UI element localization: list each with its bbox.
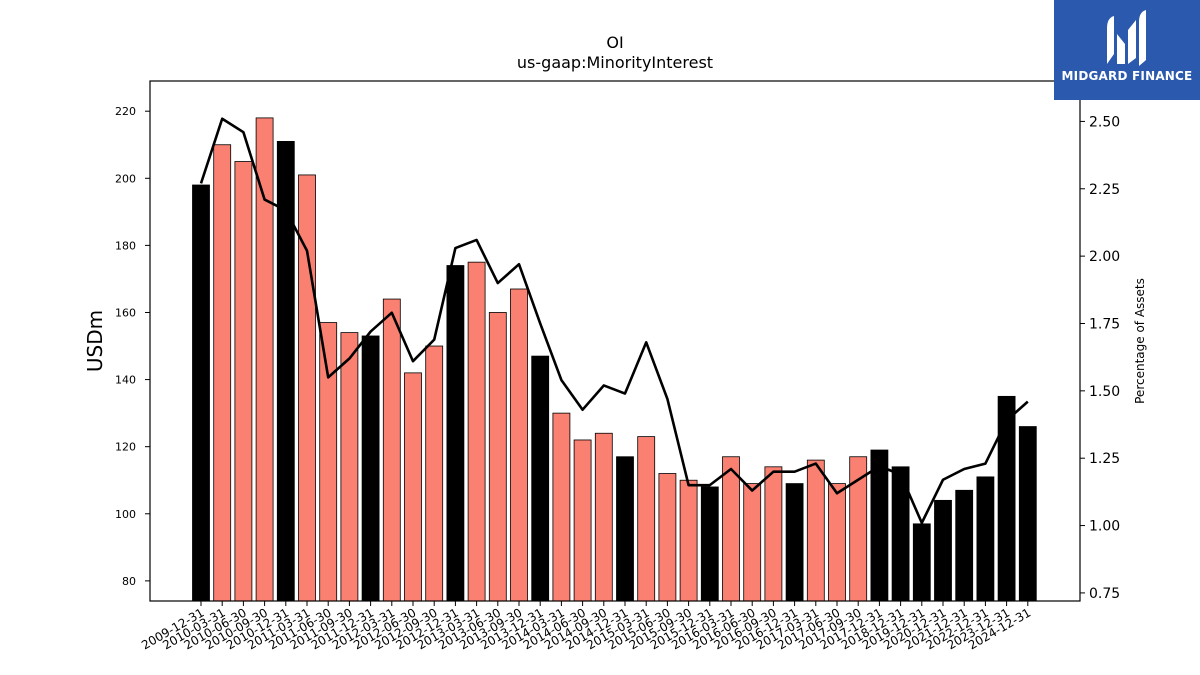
bar-2010-09-30	[255, 117, 274, 602]
chart-subtitle: us-gaap:MinorityInterest	[517, 53, 713, 72]
bar-2022-12-31	[976, 476, 995, 602]
bar-2024-12-31	[1018, 426, 1037, 602]
right-tick-label-2: 2.00	[1089, 249, 1120, 265]
plot-frame	[149, 80, 1081, 602]
bar-2011-06-30	[319, 322, 338, 602]
x-axis: 2009-12-312010-03-312010-06-302010-09-30…	[139, 601, 1033, 652]
bar-2012-03-31	[382, 298, 401, 602]
right-axis-label: Percentage of Assets	[1133, 278, 1147, 404]
bar-2015-06-30	[658, 473, 677, 602]
bar-2016-12-31	[785, 483, 804, 602]
right-tick-label-1: 1.00	[1089, 519, 1120, 535]
bar-2012-09-30	[425, 345, 444, 602]
bar-2012-12-31	[446, 265, 465, 602]
percentage-line	[199, 117, 1029, 525]
midgard-finance-logo: MIDGARD FINANCE	[1054, 0, 1200, 100]
bar-2021-12-31	[955, 489, 974, 602]
bar-group	[192, 117, 1037, 602]
left-axis: 80 100 120 140 160 180 200 220	[115, 105, 150, 588]
bar-2013-06-30	[488, 312, 507, 602]
left-tick-label-200: 200	[115, 172, 136, 185]
bar-2017-06-30	[828, 483, 846, 602]
bar-2013-09-30	[510, 288, 528, 602]
bar-2017-03-31	[806, 459, 825, 602]
bar-2014-03-31	[552, 412, 571, 602]
logo-text: MIDGARD FINANCE	[1061, 69, 1193, 83]
bar-2010-06-30	[234, 161, 253, 602]
right-tick-label-1.25: 1.25	[1089, 451, 1120, 467]
line-group	[199, 117, 1029, 525]
right-tick-label-1.5: 1.50	[1089, 384, 1120, 400]
logo-mark-icon	[1107, 10, 1146, 66]
right-axis: 0.75 1.00 1.25 1.50 1.75 2.00 2.25 2.50	[1080, 114, 1120, 602]
bar-2015-12-31	[700, 486, 719, 602]
right-tick-label-1.75: 1.75	[1089, 316, 1120, 332]
left-tick-label-160: 160	[115, 306, 136, 319]
bar-2019-12-31	[912, 523, 931, 602]
bar-2020-12-31	[934, 499, 952, 602]
bar-2016-03-31	[722, 456, 740, 602]
bar-2013-12-31	[531, 355, 550, 602]
bar-2016-09-30	[764, 466, 783, 602]
right-tick-label-0.75: 0.75	[1089, 586, 1120, 602]
bar-2011-12-31	[361, 335, 380, 602]
bar-2013-03-31	[467, 261, 486, 602]
left-tick-label-120: 120	[115, 441, 136, 454]
right-tick-label-2.25: 2.25	[1089, 182, 1120, 198]
bar-2011-09-30	[340, 332, 359, 602]
chart-title: OI	[606, 33, 623, 52]
right-tick-label-2.5: 2.50	[1089, 114, 1120, 130]
left-tick-label-80: 80	[122, 575, 136, 588]
bar-2010-03-31	[213, 144, 232, 602]
left-tick-label-180: 180	[115, 239, 136, 252]
bar-2014-12-31	[616, 456, 634, 602]
bar-2015-03-31	[637, 436, 656, 602]
bar-2012-06-30	[404, 372, 422, 602]
bar-2023-12-31	[997, 395, 1016, 602]
bar-2009-12-31	[192, 184, 210, 602]
bar-2015-09-30	[679, 479, 698, 602]
left-axis-label: USDm	[83, 310, 107, 372]
left-tick-label-220: 220	[115, 105, 136, 118]
bar-2014-09-30	[594, 432, 613, 602]
left-tick-label-140: 140	[115, 374, 136, 387]
bar-2017-12-31	[870, 449, 889, 602]
left-tick-label-100: 100	[115, 508, 136, 521]
bar-2014-06-30	[573, 439, 592, 602]
bar-2016-06-30	[743, 483, 762, 602]
